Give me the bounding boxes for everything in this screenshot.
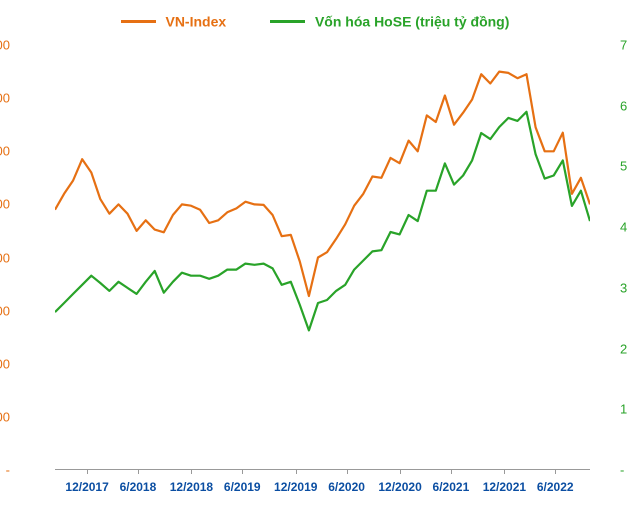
legend-label-marketcap: Vốn hóa HoSE (triệu tỷ đồng) — [315, 13, 509, 29]
x-tick-label: 6/2021 — [433, 480, 470, 494]
x-tick-mark — [504, 469, 505, 474]
y-left-tick: 1.200 — [0, 144, 10, 159]
y-right-tick: 7 — [620, 38, 627, 53]
x-tick-mark — [451, 469, 452, 474]
plot-area — [55, 45, 590, 470]
x-tick-mark — [296, 469, 297, 474]
x-tick-label: 6/2018 — [120, 480, 157, 494]
x-tick-mark — [138, 469, 139, 474]
x-tick-label: 6/2020 — [328, 480, 365, 494]
y-right-tick: 3 — [620, 280, 627, 295]
x-tick-label: 12/2020 — [378, 480, 421, 494]
x-tick-label: 6/2022 — [537, 480, 574, 494]
legend-item-marketcap: Vốn hóa HoSE (triệu tỷ đồng) — [270, 12, 509, 29]
chart-container: VN-Index Vốn hóa HoSE (triệu tỷ đồng) - 2… — [0, 0, 630, 525]
y-left-tick: 800 — [0, 250, 10, 265]
legend: VN-Index Vốn hóa HoSE (triệu tỷ đồng) — [0, 12, 630, 29]
y-right-tick: 5 — [620, 159, 627, 174]
y-left-tick: 200 — [0, 409, 10, 424]
x-tick-mark — [242, 469, 243, 474]
x-tick-mark — [555, 469, 556, 474]
y-left-tick: 1.600 — [0, 38, 10, 53]
x-tick-label: 6/2019 — [224, 480, 261, 494]
y-right-tick: 4 — [620, 220, 627, 235]
series-line-Vốn hóa HoSE — [55, 112, 590, 331]
x-tick-mark — [400, 469, 401, 474]
legend-label-vnindex: VN-Index — [165, 13, 226, 29]
x-tick-label: 12/2018 — [170, 480, 213, 494]
y-right-tick: 6 — [620, 98, 627, 113]
y-right-tick: 2 — [620, 341, 627, 356]
y-left-tick: 1.400 — [0, 91, 10, 106]
y-left-tick: 600 — [0, 303, 10, 318]
legend-swatch-vnindex — [121, 20, 156, 23]
y-left-tick: 1.000 — [0, 197, 10, 212]
x-tick-mark — [191, 469, 192, 474]
y-left-tick: 400 — [0, 356, 10, 371]
x-tick-label: 12/2017 — [65, 480, 108, 494]
y-right-tick: - — [620, 463, 624, 478]
x-tick-mark — [87, 469, 88, 474]
x-baseline — [55, 469, 590, 470]
y-left-tick: - — [6, 463, 10, 478]
x-tick-label: 12/2021 — [483, 480, 526, 494]
legend-swatch-marketcap — [270, 20, 305, 23]
x-tick-mark — [347, 469, 348, 474]
x-axis: 12/2017 6/2018 12/2018 6/2019 12/2019 6/2020 1… — [55, 475, 590, 515]
y-right-tick: 1 — [620, 402, 627, 417]
legend-item-vnindex: VN-Index — [121, 12, 227, 29]
series-line-VN-Index — [55, 72, 590, 296]
x-tick-label: 12/2019 — [274, 480, 317, 494]
lines-svg — [55, 45, 590, 470]
